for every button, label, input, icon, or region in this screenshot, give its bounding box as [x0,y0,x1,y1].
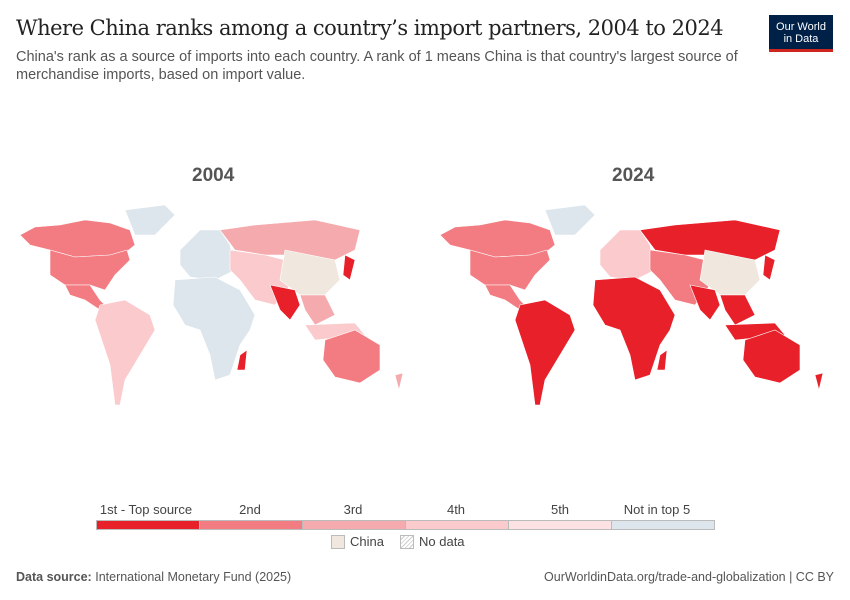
legend-label-1st: 1st - Top source [99,502,193,517]
region-canada-2004[interactable] [19,219,136,258]
map-year-2004: 2004 [192,165,235,186]
legend-label-5th: 5th [550,502,570,517]
region-india-2004[interactable] [269,284,301,321]
legend-bin-5[interactable] [508,520,612,530]
china-label: China [350,534,384,549]
region-southeast-asia-2004[interactable] [299,294,336,326]
region-southeast-asia-2024[interactable] [719,294,756,326]
map-year-2024: 2024 [612,165,655,186]
legend-label-not-top5: Not in top 5 [623,502,691,517]
legend-bin-4[interactable] [405,520,509,530]
source-text: International Monetary Fund (2025) [95,570,292,584]
source-label: Data source: [16,570,92,584]
footer-url[interactable]: OurWorldinData.org/trade-and-globalizati… [544,570,834,584]
data-source: Data source: International Monetary Fund… [16,570,291,584]
map-2004[interactable] [19,204,404,406]
legend-bin-6[interactable] [611,520,715,530]
region-greenland-2004[interactable] [124,204,176,236]
region-africa-2024[interactable] [592,276,676,381]
chart-title: Where China ranks among a country’s impo… [16,16,724,40]
region-south-america-2004[interactable] [94,299,156,406]
legend-label-4th: 4th [446,502,466,517]
region-japan-2024[interactable] [762,254,776,281]
legend-no-data[interactable]: No data [400,534,465,549]
legend-china[interactable]: China [331,534,384,549]
legend-label-2nd: 2nd [239,502,261,517]
legend-bin-2[interactable] [199,520,303,530]
region-madagascar-2004[interactable] [236,349,248,371]
region-south-america-2024[interactable] [514,299,576,406]
region-india-2024[interactable] [689,284,721,321]
china-swatch [331,534,345,549]
chart-subtitle: China's rank as a source of imports into… [16,49,738,83]
region-japan-2004[interactable] [342,254,356,281]
legend-bin-3[interactable] [302,520,406,530]
region-new-zealand-2024[interactable] [814,372,824,391]
region-canada-2024[interactable] [439,219,556,258]
region-greenland-2024[interactable] [544,204,596,236]
legend-label-3rd: 3rd [343,502,363,517]
logo-line2: in Data [783,33,819,45]
no-data-label: No data [419,534,465,549]
region-usa-2004[interactable] [49,249,131,291]
map-2024[interactable] [439,204,824,406]
logo-line1: Our World [776,21,826,33]
region-madagascar-2024[interactable] [656,349,668,371]
legend-bin-1[interactable] [96,520,200,530]
no-data-swatch [400,534,414,549]
region-australia-2004[interactable] [322,329,381,384]
region-usa-2024[interactable] [469,249,551,291]
region-new-zealand-2004[interactable] [394,372,404,391]
region-africa-2004[interactable] [172,276,256,381]
region-australia-2024[interactable] [742,329,801,384]
owid-logo[interactable]: Our World in Data [769,15,833,52]
